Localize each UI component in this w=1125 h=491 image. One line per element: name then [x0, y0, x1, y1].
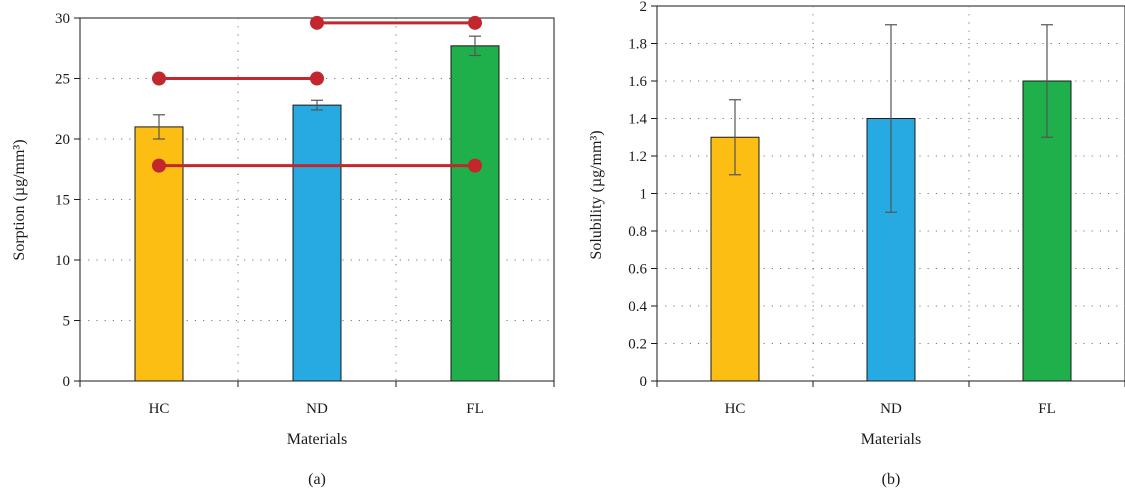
y-tick-label: 15 — [55, 193, 70, 209]
error-bars-a — [153, 35, 481, 140]
bars-a — [134, 45, 500, 382]
y-tick-label: 0 — [640, 374, 648, 390]
x-tick-label-nd: ND — [880, 401, 902, 417]
panel-b-solubility-chart: 0 0.2 0.4 0.6 0.8 1 1.2 1.4 1.6 1.8 2 HC ND FL Solub… — [588, 0, 1125, 488]
y-tick-label: 0.4 — [628, 299, 647, 315]
y-tick-label: 2 — [640, 0, 648, 15]
y-tick-label: 0.6 — [628, 262, 647, 278]
error-bars-b — [729, 24, 1053, 213]
x-axis-title-b: Materials — [861, 431, 921, 448]
y-tick-label: 0.8 — [628, 224, 647, 240]
y-ticks-a: 0 5 10 15 20 25 30 — [55, 11, 80, 390]
panel-label-a: (a) — [308, 471, 326, 488]
x-tick-label-nd: ND — [306, 401, 328, 417]
y-tick-label: 10 — [55, 253, 70, 269]
significance-dot — [468, 158, 482, 173]
significance-dot — [310, 15, 324, 30]
y-tick-label: 0 — [63, 374, 71, 390]
significance-dot — [152, 158, 166, 173]
bar-nd — [292, 104, 342, 382]
significance-dot — [152, 71, 166, 86]
x-tick-label-hc: HC — [149, 401, 170, 417]
y-axis-title-b: Solubility (µg/mm³) — [588, 130, 605, 259]
significance-dot — [310, 71, 324, 86]
grid-a — [80, 18, 554, 381]
y-tick-label: 20 — [55, 132, 70, 148]
y-axis-title-a: Sorption (µg/mm³) — [11, 139, 28, 260]
y-tick-label: 1 — [640, 187, 648, 203]
y-tick-label: 1.8 — [628, 37, 647, 53]
grid-b — [657, 6, 1125, 381]
y-tick-label: 1.4 — [628, 112, 647, 128]
bar-hc — [710, 136, 760, 382]
x-ticks-a: HC ND FL — [79, 381, 555, 417]
bar-fl — [450, 45, 500, 382]
y-tick-label: 0.2 — [628, 337, 647, 353]
y-tick-label: 30 — [55, 11, 70, 27]
panel-a-sorption-chart: 0 5 10 15 20 25 30 HC ND FL Sorption (µg/mm³) Ma… — [11, 11, 555, 488]
y-tick-label: 5 — [63, 314, 71, 330]
y-tick-label: 1.6 — [628, 74, 647, 90]
y-tick-label: 1.2 — [628, 149, 647, 165]
y-tick-label: 25 — [55, 72, 70, 88]
significance-dot — [468, 15, 482, 30]
x-ticks-b: HC ND FL — [656, 381, 1125, 417]
x-axis-title-a: Materials — [287, 431, 347, 448]
x-tick-label-hc: HC — [725, 401, 746, 417]
x-tick-label-fl: FL — [466, 401, 484, 417]
x-tick-label-fl: FL — [1038, 401, 1056, 417]
panel-label-b: (b) — [882, 471, 901, 488]
y-ticks-b: 0 0.2 0.4 0.6 0.8 1 1.2 1.4 1.6 1.8 2 — [628, 0, 657, 390]
significance-brackets-a — [152, 15, 482, 173]
